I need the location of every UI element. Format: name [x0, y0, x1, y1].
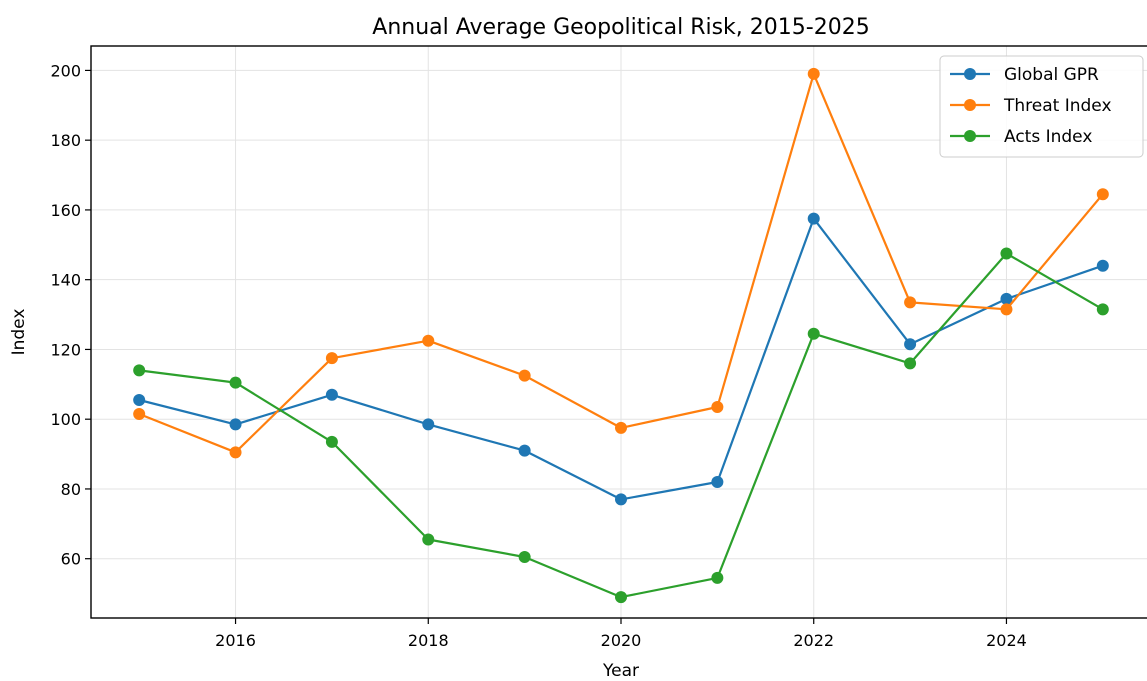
- threat-index-point: [1096, 188, 1109, 201]
- acts-index-point: [518, 550, 531, 563]
- x-tick-label: 2016: [215, 631, 256, 650]
- threat-index-point: [422, 334, 435, 347]
- legend-swatch-marker: [964, 68, 976, 80]
- global-gpr-point: [807, 212, 820, 225]
- x-axis-ticks: 2016 2018 2020 2022 2024: [215, 618, 1027, 650]
- legend-swatch-marker: [964, 130, 976, 142]
- legend-label: Acts Index: [1004, 127, 1092, 147]
- y-tick-label: 60: [61, 550, 81, 569]
- global-gpr-point: [325, 388, 338, 401]
- acts-index-point: [615, 591, 627, 604]
- global-gpr-point: [904, 338, 917, 351]
- x-axis-label: Year: [602, 661, 639, 681]
- y-tick-label: 160: [50, 201, 81, 220]
- series-global-gpr: [133, 212, 1109, 506]
- threat-index-point: [133, 407, 146, 420]
- y-axis-ticks: 60 80 100 120 140 160 180 200: [50, 61, 91, 569]
- acts-index-point: [229, 376, 242, 389]
- y-tick-label: 140: [50, 271, 81, 290]
- threat-index-point: [615, 421, 627, 434]
- y-tick-label: 80: [61, 480, 81, 499]
- global-gpr-point: [133, 394, 146, 407]
- chart-title: Annual Average Geopolitical Risk, 2015-2…: [372, 15, 869, 40]
- y-tick-label: 120: [50, 340, 81, 359]
- acts-index-point: [904, 357, 917, 370]
- y-axis-label: Index: [9, 309, 29, 356]
- threat-index-point: [229, 446, 242, 459]
- series-lines: [133, 67, 1109, 604]
- threat-index-point: [807, 67, 820, 80]
- legend-swatch-marker: [964, 99, 976, 111]
- acts-index-point: [133, 364, 146, 377]
- y-tick-label: 100: [50, 410, 81, 429]
- x-tick-label: 2022: [793, 631, 834, 650]
- y-tick-label: 200: [50, 61, 81, 80]
- legend: Global GPR Threat Index Acts Index: [939, 55, 1144, 158]
- series-acts-index: [133, 247, 1109, 604]
- threat-index-point: [518, 369, 531, 382]
- legend-label: Global GPR: [1004, 65, 1099, 85]
- global-gpr-point: [1096, 259, 1109, 272]
- x-tick-label: 2020: [601, 631, 642, 650]
- x-tick-label: 2018: [408, 631, 449, 650]
- global-gpr-point: [615, 493, 627, 506]
- global-gpr-point: [422, 418, 435, 431]
- global-gpr-point: [1000, 292, 1013, 305]
- legend-label: Threat Index: [1003, 96, 1112, 116]
- legend-box: [939, 55, 1144, 158]
- threat-index-point: [1000, 303, 1013, 316]
- acts-index-point: [422, 533, 435, 546]
- acts-index-point: [1096, 303, 1109, 316]
- threat-index-point: [904, 296, 917, 309]
- threat-index-point: [711, 400, 724, 413]
- acts-index-point: [1000, 247, 1013, 260]
- y-tick-label: 180: [50, 131, 81, 150]
- acts-index-point: [711, 571, 724, 584]
- legend-item-threat-index: Threat Index: [950, 96, 1112, 116]
- series-threat-index: [133, 67, 1109, 459]
- x-tick-label: 2024: [986, 631, 1027, 650]
- global-gpr-point: [711, 475, 724, 488]
- threat-index-point: [325, 352, 338, 365]
- global-gpr-point: [229, 418, 242, 431]
- acts-index-point: [807, 327, 820, 340]
- legend-item-acts-index: Acts Index: [950, 127, 1092, 147]
- legend-item-global-gpr: Global GPR: [950, 65, 1099, 85]
- acts-index-point: [325, 435, 338, 448]
- global-gpr-point: [518, 444, 531, 457]
